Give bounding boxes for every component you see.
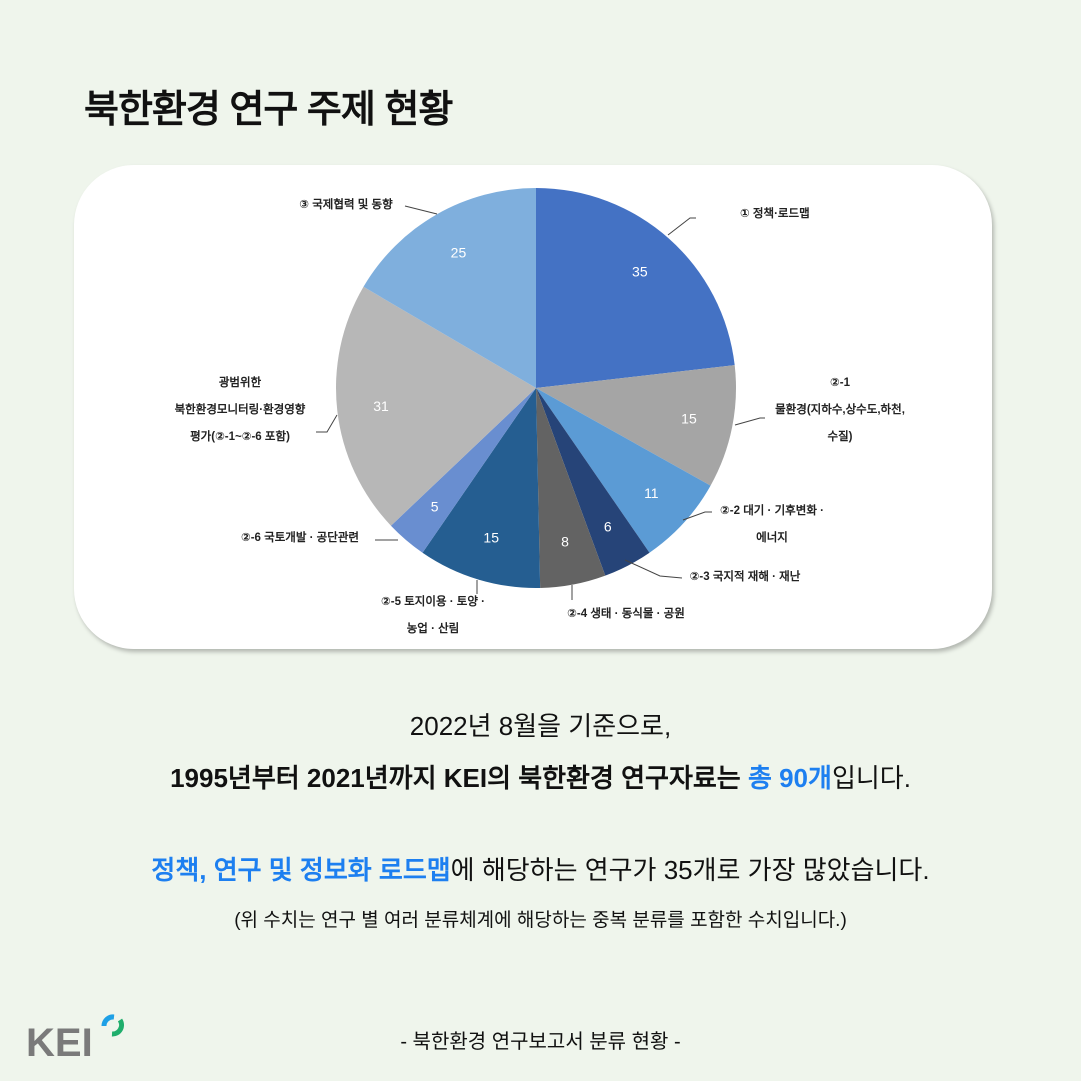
leader-line [316, 414, 338, 433]
category-label: ① 정책·로드맵 [740, 208, 810, 220]
data-label: 35 [632, 264, 648, 280]
category-label: 광범위한 북한환경모니터링·환경영향 평가(②-1~②-6 포함) [174, 376, 306, 443]
data-label: 8 [561, 533, 569, 549]
leader-line [667, 217, 696, 236]
note-line: (위 수치는 연구 별 여러 분류체계에 해당하는 중복 분류를 포함한 수치입… [234, 910, 847, 931]
category-label: ②-2 대기 · 기후변화 · 에너지 [720, 505, 824, 544]
page-title: 북한환경 연구 주제 현황 [84, 89, 453, 131]
pie-slice [536, 365, 736, 486]
footer-caption: - 북한환경 연구보고서 분류 현황 - [400, 1031, 681, 1053]
category-label: ②-5 토지이용 · 토양 · 농업 · 산림 [381, 596, 485, 635]
data-label: 15 [681, 411, 697, 427]
pie-chart: 35 15 11 6 8 15 5 31 25 [316, 188, 765, 600]
category-label: ③ 국제협력 및 동향 [299, 198, 393, 211]
category-label: ②-4 생태 · 동식물 · 공원 [567, 607, 685, 620]
leader-line [624, 559, 683, 579]
data-label: 31 [373, 398, 389, 414]
category-label: ②-3 국지적 재해 · 재난 [689, 570, 801, 583]
leader-line [404, 205, 438, 215]
pie-slice [536, 388, 650, 576]
svg-text:KEI: KEI [26, 1021, 93, 1062]
summary-line-1: 2022년 8월을 기준으로, [409, 711, 672, 741]
leader-line [682, 511, 712, 521]
data-label: 5 [431, 499, 439, 515]
pie-slice [390, 388, 536, 553]
data-label: 11 [644, 485, 659, 501]
pie-slice [363, 188, 536, 388]
pie-slice [536, 188, 735, 388]
pie-slice [536, 388, 606, 588]
summary-line-3: 정책, 연구 및 정보화 로드맵에 해당하는 연구가 35개로 가장 많았습니다… [151, 855, 930, 885]
data-label: 15 [483, 529, 499, 545]
pie-slice [422, 388, 541, 588]
leader-line [734, 417, 765, 426]
data-label: 25 [451, 245, 467, 261]
data-label: 6 [604, 518, 612, 534]
category-label: ②-1 물환경(지하수,상수도,하천, 수질) [775, 376, 905, 443]
category-label: ②-6 국토개발 · 공단관련 [240, 531, 360, 544]
summary-line-2: 1995년부터 2021년까지 KEI의 북한환경 연구자료는 총 90개입니다… [170, 763, 911, 793]
kei-logo: KEI [26, 1012, 136, 1067]
pie-slice [335, 286, 536, 526]
pie-slice [536, 388, 711, 553]
